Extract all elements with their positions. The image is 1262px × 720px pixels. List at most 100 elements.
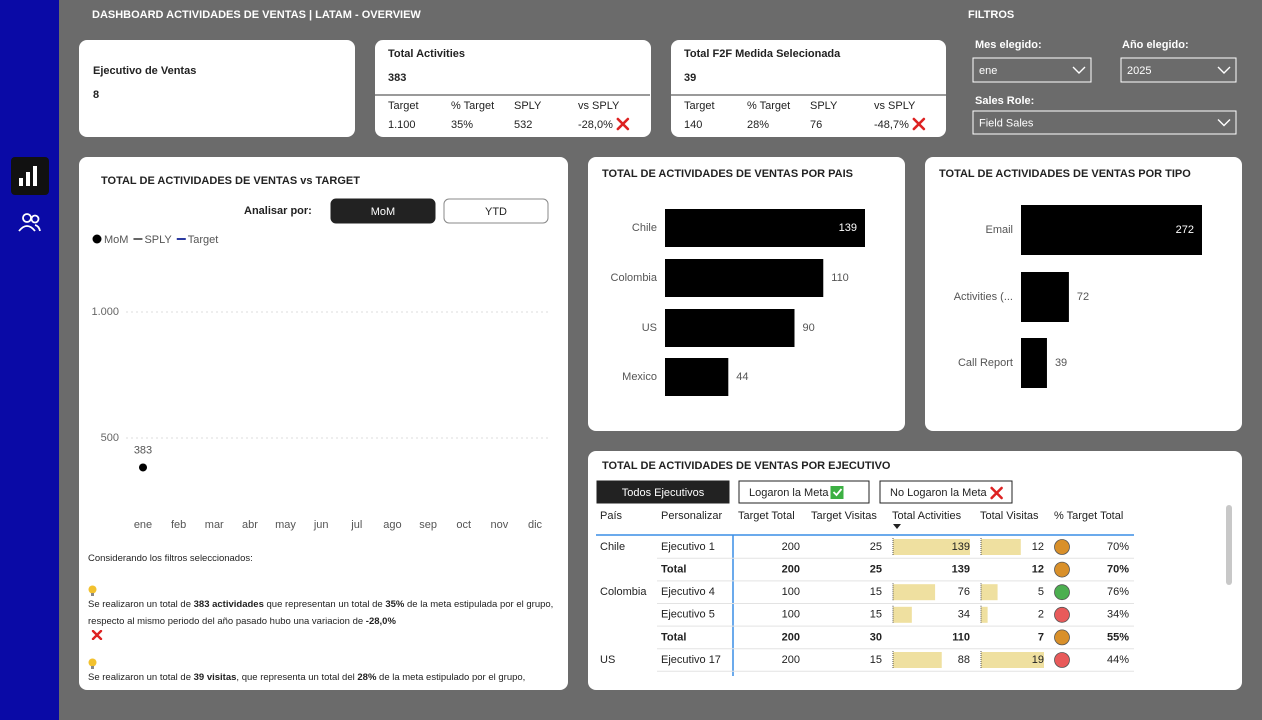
kpi-title: Total Activities — [388, 48, 465, 60]
kpi-detail-label: vs SPLY — [578, 100, 620, 112]
kpi-detail-value: 76 — [810, 119, 822, 131]
kpi-detail-value: 140 — [684, 119, 702, 131]
table-cell: Ejecutivo 4 — [661, 586, 715, 598]
bar — [1021, 205, 1202, 255]
category-label: Mexico — [622, 371, 657, 383]
legend-label: Target — [188, 234, 219, 246]
sidebar — [0, 0, 59, 720]
note-segment: Se realizaron un total de — [88, 599, 194, 610]
x-tick-label: abr — [242, 519, 258, 531]
sort-indicator — [893, 524, 901, 529]
column-header: Personalizar — [661, 510, 722, 522]
fail-icon — [912, 117, 926, 131]
x-tick-label: jun — [313, 519, 329, 531]
nav-report-icon[interactable] — [11, 157, 49, 195]
scrollbar[interactable] — [1226, 505, 1232, 585]
column-header: Total Activities — [892, 510, 962, 522]
data-label: 39 — [1055, 357, 1067, 369]
table-cell: 12 — [1032, 541, 1044, 553]
x-tick-label: ene — [134, 519, 152, 531]
dashboard-title: DASHBOARD ACTIVIDADES DE VENTAS | LATAM … — [92, 9, 421, 21]
chart-title: TOTAL DE ACTIVIDADES DE VENTAS POR PAIS — [602, 168, 853, 180]
data-label: 110 — [831, 272, 849, 284]
table-cell: 200 — [782, 631, 800, 643]
table-cell: 34 — [958, 609, 970, 621]
x-tick-label: jul — [350, 519, 362, 531]
status-indicator — [1054, 584, 1070, 601]
filter-value: 2025 — [1127, 65, 1151, 77]
tab-label: No Logaron la Meta — [890, 487, 987, 499]
table-cell: 12 — [1032, 564, 1044, 576]
note-segment: de la meta estipulado por el grupo, resp… — [379, 672, 526, 683]
status-indicator — [1054, 539, 1070, 555]
note-paragraph: Se realizaron un total de 39 visitas, qu… — [88, 658, 558, 685]
fail-icon — [990, 486, 1003, 500]
filter-dropdown[interactable] — [972, 57, 1092, 83]
line-card — [79, 157, 568, 690]
filter-dropdown[interactable] — [972, 110, 1237, 135]
kpi-value: 39 — [684, 72, 696, 84]
table-cell: 5 — [1038, 586, 1044, 598]
table-cell: US — [600, 654, 615, 666]
notes-text: Considerando los filtros seleccionados: … — [88, 550, 558, 685]
status-indicator — [1054, 561, 1070, 578]
fail-icon — [616, 117, 630, 131]
kpi-detail-label: Target — [388, 100, 419, 112]
toggle-button[interactable] — [443, 198, 549, 224]
category-label: Email — [985, 224, 1013, 236]
kpi-card — [671, 40, 946, 137]
icon-part — [26, 172, 30, 186]
control-label: Analisar por: — [244, 205, 312, 217]
icon-part — [33, 166, 37, 186]
bar — [665, 259, 824, 297]
note-segment: 383 actividades — [193, 599, 264, 610]
x-tick-label: nov — [490, 519, 508, 531]
y-tick-label: 500 — [101, 432, 119, 444]
x-tick-label: ago — [383, 519, 401, 531]
kpi-card — [375, 40, 651, 137]
x-tick-label: feb — [171, 519, 186, 531]
note-segment: que representan un total de — [263, 599, 386, 610]
note-segment: Se realizaron un total de — [88, 672, 194, 683]
icon — [88, 658, 558, 669]
data-bar — [893, 606, 912, 623]
note-segment: 39 visitas — [193, 672, 237, 683]
x-tick-label: mar — [205, 519, 224, 531]
nav-people-icon[interactable] — [18, 213, 41, 232]
icon-part — [30, 214, 40, 224]
kpi-detail-value: 28% — [747, 119, 769, 131]
table-cell: 15 — [870, 609, 882, 621]
toggle-button-label: MoM — [371, 206, 395, 218]
data-label: 383 — [134, 444, 152, 456]
bar — [1021, 338, 1047, 388]
table-cell: 200 — [782, 654, 800, 666]
table-cell: 15 — [870, 654, 882, 666]
toggle-button-label: YTD — [485, 206, 507, 218]
table-cell: 2 — [1038, 609, 1044, 621]
tab-label: Todos Ejecutivos — [622, 487, 705, 499]
legend-label: SPLY — [144, 234, 172, 246]
table-cell: 110 — [952, 631, 970, 643]
toggle-button[interactable] — [330, 198, 436, 224]
table-cell: 25 — [870, 564, 882, 576]
data-bar — [981, 652, 1044, 668]
table-cell: Ejecutivo 5 — [661, 609, 715, 621]
table-card — [588, 451, 1242, 690]
tab[interactable] — [596, 480, 730, 504]
kpi-detail-value: -48,7% — [874, 119, 909, 131]
kpi-detail-value: 1.100 — [388, 119, 416, 131]
table-cell: 55% — [1107, 631, 1129, 643]
table-cell: 7 — [1038, 631, 1044, 643]
table-title: TOTAL DE ACTIVIDADES DE VENTAS POR EJECU… — [602, 460, 891, 472]
table-cell: 34% — [1107, 609, 1129, 621]
tab[interactable] — [879, 480, 1013, 504]
data-bar — [893, 539, 970, 555]
filter-dropdown[interactable] — [1120, 57, 1237, 83]
x-tick-label: oct — [456, 519, 471, 531]
bar — [665, 358, 729, 396]
data-bar — [981, 584, 998, 601]
table-cell: 15 — [870, 586, 882, 598]
dropdown-chevron — [1217, 66, 1231, 74]
table-cell: Ejecutivo 1 — [661, 541, 715, 553]
